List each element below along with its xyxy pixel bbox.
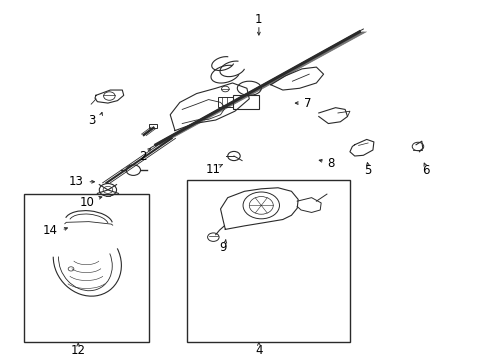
Text: 6: 6	[421, 164, 428, 177]
Bar	[24, 194, 148, 342]
Text: 10: 10	[80, 197, 95, 210]
Text: 11: 11	[205, 163, 221, 176]
Text: 4: 4	[255, 343, 262, 356]
Text: 8: 8	[326, 157, 334, 170]
Bar	[232, 95, 258, 109]
Text: 5: 5	[364, 164, 371, 177]
Text: 14: 14	[43, 224, 58, 237]
Bar	[186, 180, 349, 342]
Text: 2: 2	[139, 149, 146, 162]
Text: 12: 12	[71, 343, 85, 356]
Text: 7: 7	[304, 96, 311, 109]
Text: 9: 9	[219, 241, 226, 254]
Text: 1: 1	[255, 13, 262, 26]
Text: 13: 13	[68, 175, 83, 188]
Text: 3: 3	[88, 114, 96, 127]
Bar	[218, 97, 232, 107]
